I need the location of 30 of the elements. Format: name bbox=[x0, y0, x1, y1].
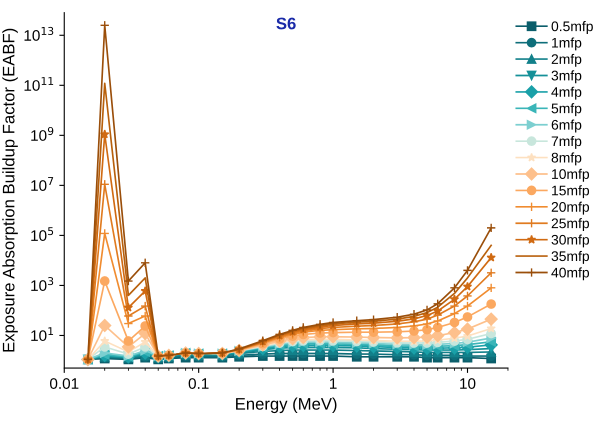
y-tick-label: 10$^{13}$ bbox=[24, 26, 54, 41]
legend-label: 6mfp bbox=[552, 120, 582, 132]
legend-label: 25mfp bbox=[552, 218, 590, 231]
chart-title: S6 bbox=[276, 18, 296, 30]
legend-label: 7mfp bbox=[552, 136, 582, 149]
x-tick-label: 0.01 bbox=[50, 378, 78, 389]
legend-label: 3mfp bbox=[552, 70, 582, 84]
y-tick-label: 10$^{11}$ bbox=[24, 77, 54, 91]
y-tick-label: 10$^{1}$ bbox=[31, 327, 54, 342]
y-tick-label: 10$^{3}$ bbox=[31, 277, 54, 292]
legend-label: 4mfp bbox=[551, 86, 582, 100]
legend-label: 40mfp bbox=[551, 267, 590, 280]
legend-label: 10mfp bbox=[552, 168, 590, 182]
x-axis-title: Energy (MeV) bbox=[236, 398, 336, 414]
legend-label: 0.5mfp bbox=[552, 21, 593, 34]
x-tick-label: 0.1 bbox=[188, 378, 209, 389]
y-tick-label: 10$^{9}$ bbox=[31, 126, 54, 141]
legend-label: 35mfp bbox=[552, 250, 590, 264]
legend-label: 30mfp bbox=[552, 234, 590, 248]
legend-label: 2mfp bbox=[552, 54, 582, 67]
y-tick-label: 10$^{5}$ bbox=[31, 227, 54, 241]
legend-label: 8mfp bbox=[552, 152, 582, 166]
y-tick-label: 10$^{7}$ bbox=[31, 177, 54, 191]
legend-label: 15mfp bbox=[552, 185, 590, 198]
legend-label: 20mfp bbox=[552, 202, 590, 215]
legend-label: 5mfp bbox=[552, 103, 582, 116]
legend-label: 1mfp bbox=[552, 37, 582, 50]
x-tick-label: 10 bbox=[460, 378, 476, 389]
y-axis-title: Exposure Absorption Buildup Factor (EABF) bbox=[2, 28, 18, 352]
x-tick-label: 1 bbox=[330, 378, 337, 389]
